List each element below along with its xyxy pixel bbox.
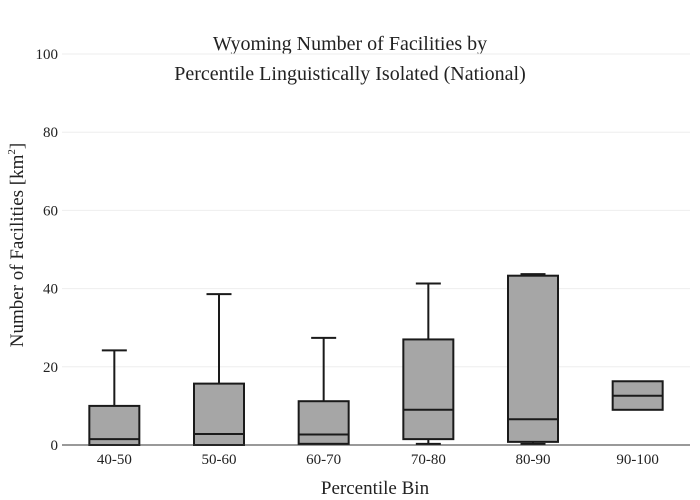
y-tick-100: 100 <box>36 47 59 63</box>
x-tick-80-90: 80-90 <box>516 452 551 468</box>
y-tick-60: 60 <box>43 203 58 219</box>
y-axis-label-sup: 2 <box>6 149 18 155</box>
y-tick-labels: 0 20 40 60 80 100 <box>36 47 59 454</box>
y-tick-0: 0 <box>51 438 59 454</box>
chart-title-line-2: Percentile Linguistically Isolated (Nati… <box>174 63 526 85</box>
y-axis-label: Number of Facilities [km2] <box>6 143 28 347</box>
box-60-70 <box>297 400 350 445</box>
x-axis-label: Percentile Bin <box>321 478 430 499</box>
grid-lines <box>62 53 690 368</box>
y-axis-label-main: Number of Facilities [km <box>7 154 28 347</box>
x-tick-70-80: 70-80 <box>411 452 446 468</box>
box-80-90 <box>507 274 559 443</box>
x-tick-90-100: 90-100 <box>616 452 659 468</box>
box-series <box>88 273 664 447</box>
y-axis-label-end: ] <box>7 143 28 149</box>
x-tick-40-50: 40-50 <box>97 452 132 468</box>
box-70-80 <box>402 338 455 441</box>
x-tick-labels: 40-50 50-60 60-70 70-80 80-90 90-100 <box>97 452 659 468</box>
y-tick-40: 40 <box>43 282 58 298</box>
x-tick-60-70: 60-70 <box>306 452 341 468</box>
y-tick-80: 80 <box>43 125 58 141</box>
y-tick-20: 20 <box>43 360 58 376</box>
x-tick-50-60: 50-60 <box>202 452 237 468</box>
chart-title-line-1: Wyoming Number of Facilities by <box>213 33 487 55</box>
box-50-60 <box>193 382 245 447</box>
